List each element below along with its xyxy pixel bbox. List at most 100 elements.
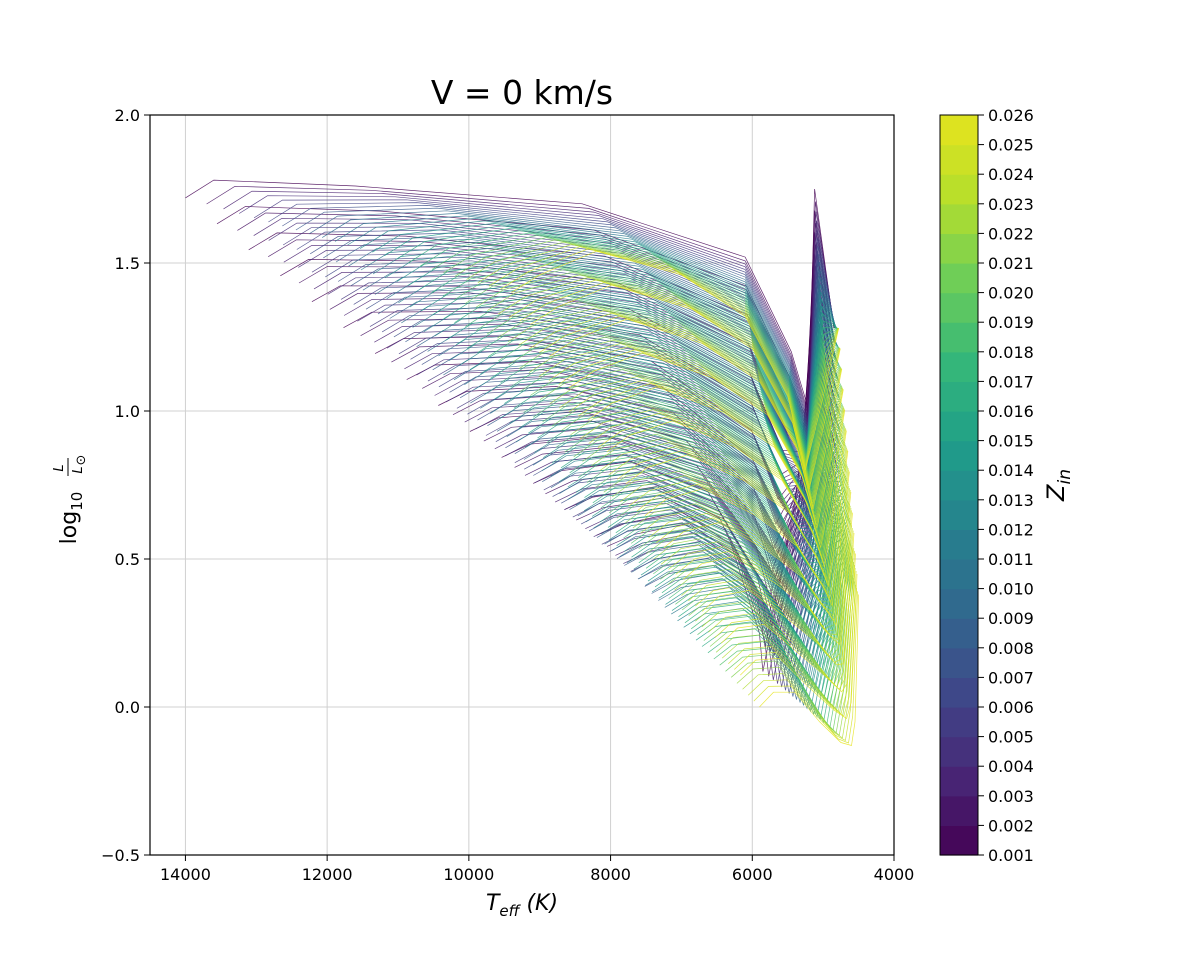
track-line <box>420 232 838 454</box>
track-line <box>539 369 844 533</box>
y-tick-label: 0.5 <box>115 550 140 569</box>
colorbar-band <box>940 677 978 708</box>
track-line <box>674 522 852 657</box>
track-line <box>497 304 841 496</box>
track-line <box>465 269 840 476</box>
track-line <box>568 379 845 542</box>
colorbar-band <box>940 707 978 738</box>
track-line <box>408 230 838 452</box>
track-line <box>443 237 838 458</box>
track-line <box>347 218 837 441</box>
track-line <box>549 318 843 509</box>
track-line <box>587 386 846 548</box>
track-line <box>488 246 839 467</box>
colorbar-band <box>940 411 978 442</box>
track-line <box>616 479 848 599</box>
track-line <box>223 190 835 418</box>
colorbar-tick-label: 0.025 <box>988 136 1034 155</box>
colorbar-tick-label: 0.001 <box>988 846 1034 865</box>
track-line <box>453 266 839 473</box>
track-line <box>384 225 838 448</box>
track-line <box>663 492 852 627</box>
colorbar-ticks: 0.001 0.002 0.003 0.004 0.005 0.006 0.007 0.008… <box>978 106 1034 865</box>
track-line <box>295 207 836 432</box>
colorbar-tick-label: 0.026 <box>988 106 1034 125</box>
track-line <box>372 223 837 446</box>
track-line <box>538 343 843 520</box>
colorbar-band <box>940 351 978 382</box>
track-line <box>656 490 851 622</box>
track-line <box>396 227 838 450</box>
x-axis-ticks: 14000 12000 10000 8000 6000 4000 <box>160 855 914 884</box>
track-line <box>617 449 848 584</box>
track-line <box>551 397 844 547</box>
y-axis-label: log10 L L ⊙ <box>52 455 89 545</box>
colorbar-tick-label: 0.018 <box>988 343 1034 362</box>
colorbar-tick-label: 0.007 <box>988 668 1034 687</box>
colorbar-tick-label: 0.010 <box>988 580 1034 599</box>
track-line <box>454 239 839 461</box>
track-line <box>537 412 843 547</box>
x-tick-label: 4000 <box>874 865 915 884</box>
colorbar-band <box>940 588 978 619</box>
colorbar-band <box>940 203 978 234</box>
track-line <box>528 312 842 504</box>
track-line <box>561 401 845 551</box>
track-line <box>740 573 858 720</box>
colorbar-band <box>940 115 978 146</box>
colorbar-band <box>940 529 978 560</box>
track-line <box>675 510 853 641</box>
track-line <box>681 525 852 659</box>
colorbar-tick-label: 0.003 <box>988 787 1034 806</box>
colorbar-band <box>940 647 978 678</box>
track-line <box>511 250 840 471</box>
colorbar-band <box>940 381 978 412</box>
plot-frame <box>149 114 895 856</box>
track-line <box>206 185 835 415</box>
colorbar-tick-label: 0.021 <box>988 254 1034 273</box>
track-line <box>518 310 842 501</box>
track-line <box>322 213 837 436</box>
track-line <box>628 468 849 599</box>
colorbar-tick-label: 0.004 <box>988 757 1034 776</box>
chart-title: V = 0 km/s <box>431 73 613 112</box>
track-line <box>625 451 849 588</box>
colorbar-tick-label: 0.022 <box>988 224 1034 243</box>
track-line <box>476 271 840 478</box>
track-line <box>519 282 841 488</box>
colorbar-tick-label: 0.006 <box>988 698 1034 717</box>
track-line <box>742 584 857 739</box>
track-curves <box>185 179 859 746</box>
track-line <box>695 530 854 664</box>
track-line <box>185 179 835 412</box>
colorbar-band <box>940 795 978 826</box>
track-line <box>708 548 855 688</box>
track-line <box>578 383 845 545</box>
colorbar-band <box>940 766 978 797</box>
colorbar-tick-label: 0.019 <box>988 313 1034 332</box>
track-line <box>701 532 855 666</box>
track-line <box>747 587 857 741</box>
track-line <box>599 442 847 576</box>
colorbar-tick-label: 0.014 <box>988 461 1034 480</box>
colorbar-tick-label: 0.011 <box>988 550 1034 569</box>
track-line <box>539 315 842 507</box>
y-tick-label: 0.0 <box>115 698 140 717</box>
colorbar-band <box>940 559 978 590</box>
track-line <box>632 483 849 608</box>
track-line <box>431 261 839 469</box>
track-line <box>645 501 850 628</box>
y-axis-ticks: −0.5 0.0 0.5 1.0 1.5 2.0 <box>101 106 150 865</box>
track-line <box>508 279 841 485</box>
track-line <box>688 528 853 661</box>
track-line <box>579 409 846 558</box>
track-line <box>477 244 839 465</box>
colorbar-tick-label: 0.013 <box>988 491 1034 510</box>
x-tick-label: 10000 <box>443 865 494 884</box>
track-line <box>500 248 839 469</box>
track-line <box>530 284 841 490</box>
colorbar-tick-label: 0.017 <box>988 372 1034 391</box>
colorbar-tick-label: 0.002 <box>988 816 1034 835</box>
colorbar-band <box>940 736 978 767</box>
